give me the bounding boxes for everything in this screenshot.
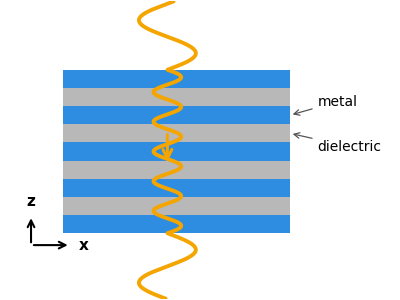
- Bar: [63, 142, 290, 160]
- Bar: [63, 179, 290, 197]
- Bar: [63, 70, 290, 233]
- Text: dielectric: dielectric: [294, 133, 382, 154]
- Text: z: z: [26, 194, 36, 209]
- Bar: [63, 70, 290, 88]
- Bar: [63, 106, 290, 124]
- Text: x: x: [78, 238, 88, 253]
- Text: metal: metal: [294, 95, 358, 115]
- Bar: [63, 215, 290, 233]
